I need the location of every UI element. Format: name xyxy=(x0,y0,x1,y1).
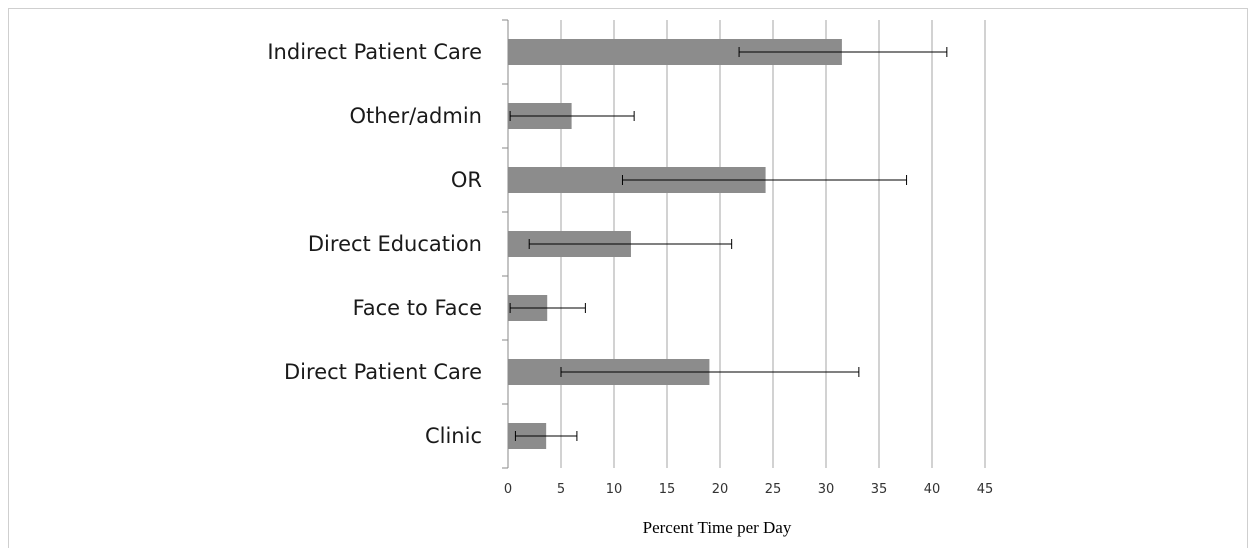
category-label: Direct Education xyxy=(308,232,482,256)
category-label: OR xyxy=(451,168,482,192)
x-tick-label: 15 xyxy=(659,482,676,497)
chart-frame xyxy=(8,8,1248,548)
category-label: Direct Patient Care xyxy=(284,360,482,384)
x-tick-label: 10 xyxy=(606,482,623,497)
error-bar xyxy=(621,175,908,185)
category-label: Face to Face xyxy=(353,296,482,320)
category-label: Clinic xyxy=(425,424,482,448)
x-tick-label: 45 xyxy=(977,482,994,497)
x-tick-label: 25 xyxy=(765,482,782,497)
x-tick-label: 20 xyxy=(712,482,729,497)
error-bar xyxy=(738,47,948,57)
error-bar xyxy=(509,303,586,313)
x-tick-label: 40 xyxy=(924,482,941,497)
category-labels: Indirect Patient Care Other/admin OR Direct… xyxy=(267,40,482,448)
error-bar xyxy=(514,431,578,441)
x-axis-title: Percent Time per Day xyxy=(643,518,792,537)
error-bar xyxy=(560,367,860,377)
x-tick-label: 5 xyxy=(557,482,565,497)
error-bar xyxy=(528,239,733,249)
category-label: Indirect Patient Care xyxy=(267,40,482,64)
x-tick-label: 35 xyxy=(871,482,888,497)
error-bars xyxy=(509,47,948,441)
category-label: Other/admin xyxy=(349,104,482,128)
x-tick-labels: 0 5 10 15 20 25 30 35 40 45 xyxy=(504,482,993,497)
error-bar xyxy=(509,111,635,121)
axes xyxy=(502,19,509,469)
x-tick-label: 30 xyxy=(818,482,835,497)
x-tick-label: 0 xyxy=(504,482,512,497)
